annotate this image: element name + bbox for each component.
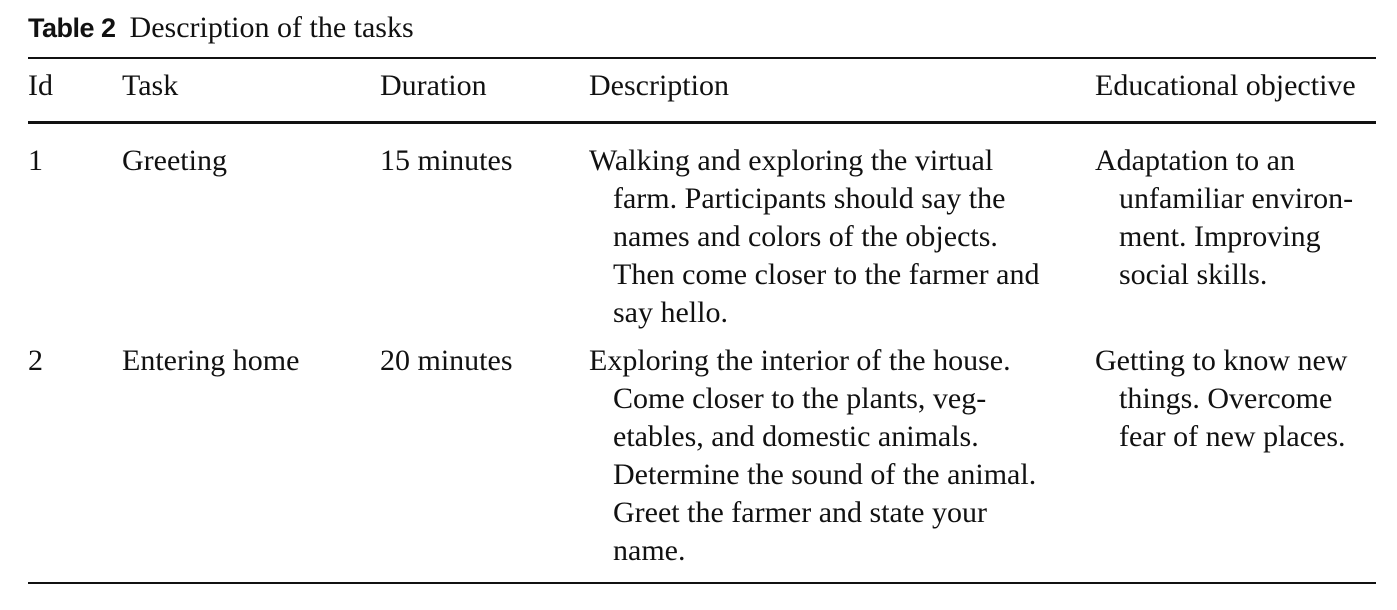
- row-2-description-line: Greet the farmer and state your: [613, 496, 987, 529]
- row-1-description-line: Then come closer to the farmer and: [613, 258, 1040, 291]
- row-2-description-line: Come closer to the plants, veg-: [613, 382, 987, 415]
- row-2-description-line: etables, and domestic animals.: [613, 420, 979, 453]
- row-1-description-line: say hello.: [613, 296, 728, 329]
- row-2-description: Exploring the interior of the house. Com…: [589, 342, 1036, 570]
- header-task: Task: [122, 69, 179, 102]
- row-2-objective-line: Getting to know new: [1095, 344, 1348, 377]
- row-2-objective: Getting to know new things. Overcome fea…: [1095, 342, 1347, 456]
- header-duration: Duration: [380, 69, 487, 102]
- table-bottom-rule: [28, 582, 1376, 584]
- row-2-id: 2: [28, 344, 43, 377]
- row-2-objective-line: fear of new places.: [1119, 420, 1346, 453]
- header-description: Description: [589, 69, 729, 102]
- table-caption: Table 2 Description of the tasks: [28, 10, 414, 46]
- table-header-rule: [28, 121, 1376, 124]
- row-1-objective-line: Adaptation to an: [1095, 144, 1295, 177]
- row-1-description: Walking and exploring the virtual farm. …: [589, 142, 1039, 332]
- row-2-description-line: Determine the sound of the animal.: [613, 458, 1037, 491]
- row-2-description-line: name.: [613, 534, 686, 567]
- row-2-duration: 20 minutes: [380, 344, 513, 377]
- row-1-objective-line: social skills.: [1119, 258, 1268, 291]
- header-educational-objective: Educational objective: [1095, 69, 1356, 102]
- row-1-description-line: names and colors of the objects.: [613, 220, 998, 253]
- table-caption-text: Description of the tasks: [129, 11, 414, 44]
- table-caption-label: Table 2: [28, 13, 116, 43]
- row-1-duration: 15 minutes: [380, 144, 513, 177]
- row-2-task: Entering home: [122, 344, 300, 377]
- header-id: Id: [28, 69, 53, 102]
- table-top-rule: [28, 57, 1376, 59]
- row-2-objective-line: things. Overcome: [1119, 382, 1333, 415]
- row-1-objective-line: ment. Improving: [1119, 220, 1321, 253]
- row-1-objective: Adaptation to an unfamiliar environ- men…: [1095, 142, 1353, 294]
- row-2-description-line: Exploring the interior of the house.: [589, 344, 1011, 377]
- row-1-description-line: Walking and exploring the virtual: [589, 144, 994, 177]
- row-1-id: 1: [28, 144, 43, 177]
- row-1-task: Greeting: [122, 144, 227, 177]
- row-1-objective-line: unfamiliar environ-: [1119, 182, 1354, 215]
- row-1-description-line: farm. Participants should say the: [613, 182, 1006, 215]
